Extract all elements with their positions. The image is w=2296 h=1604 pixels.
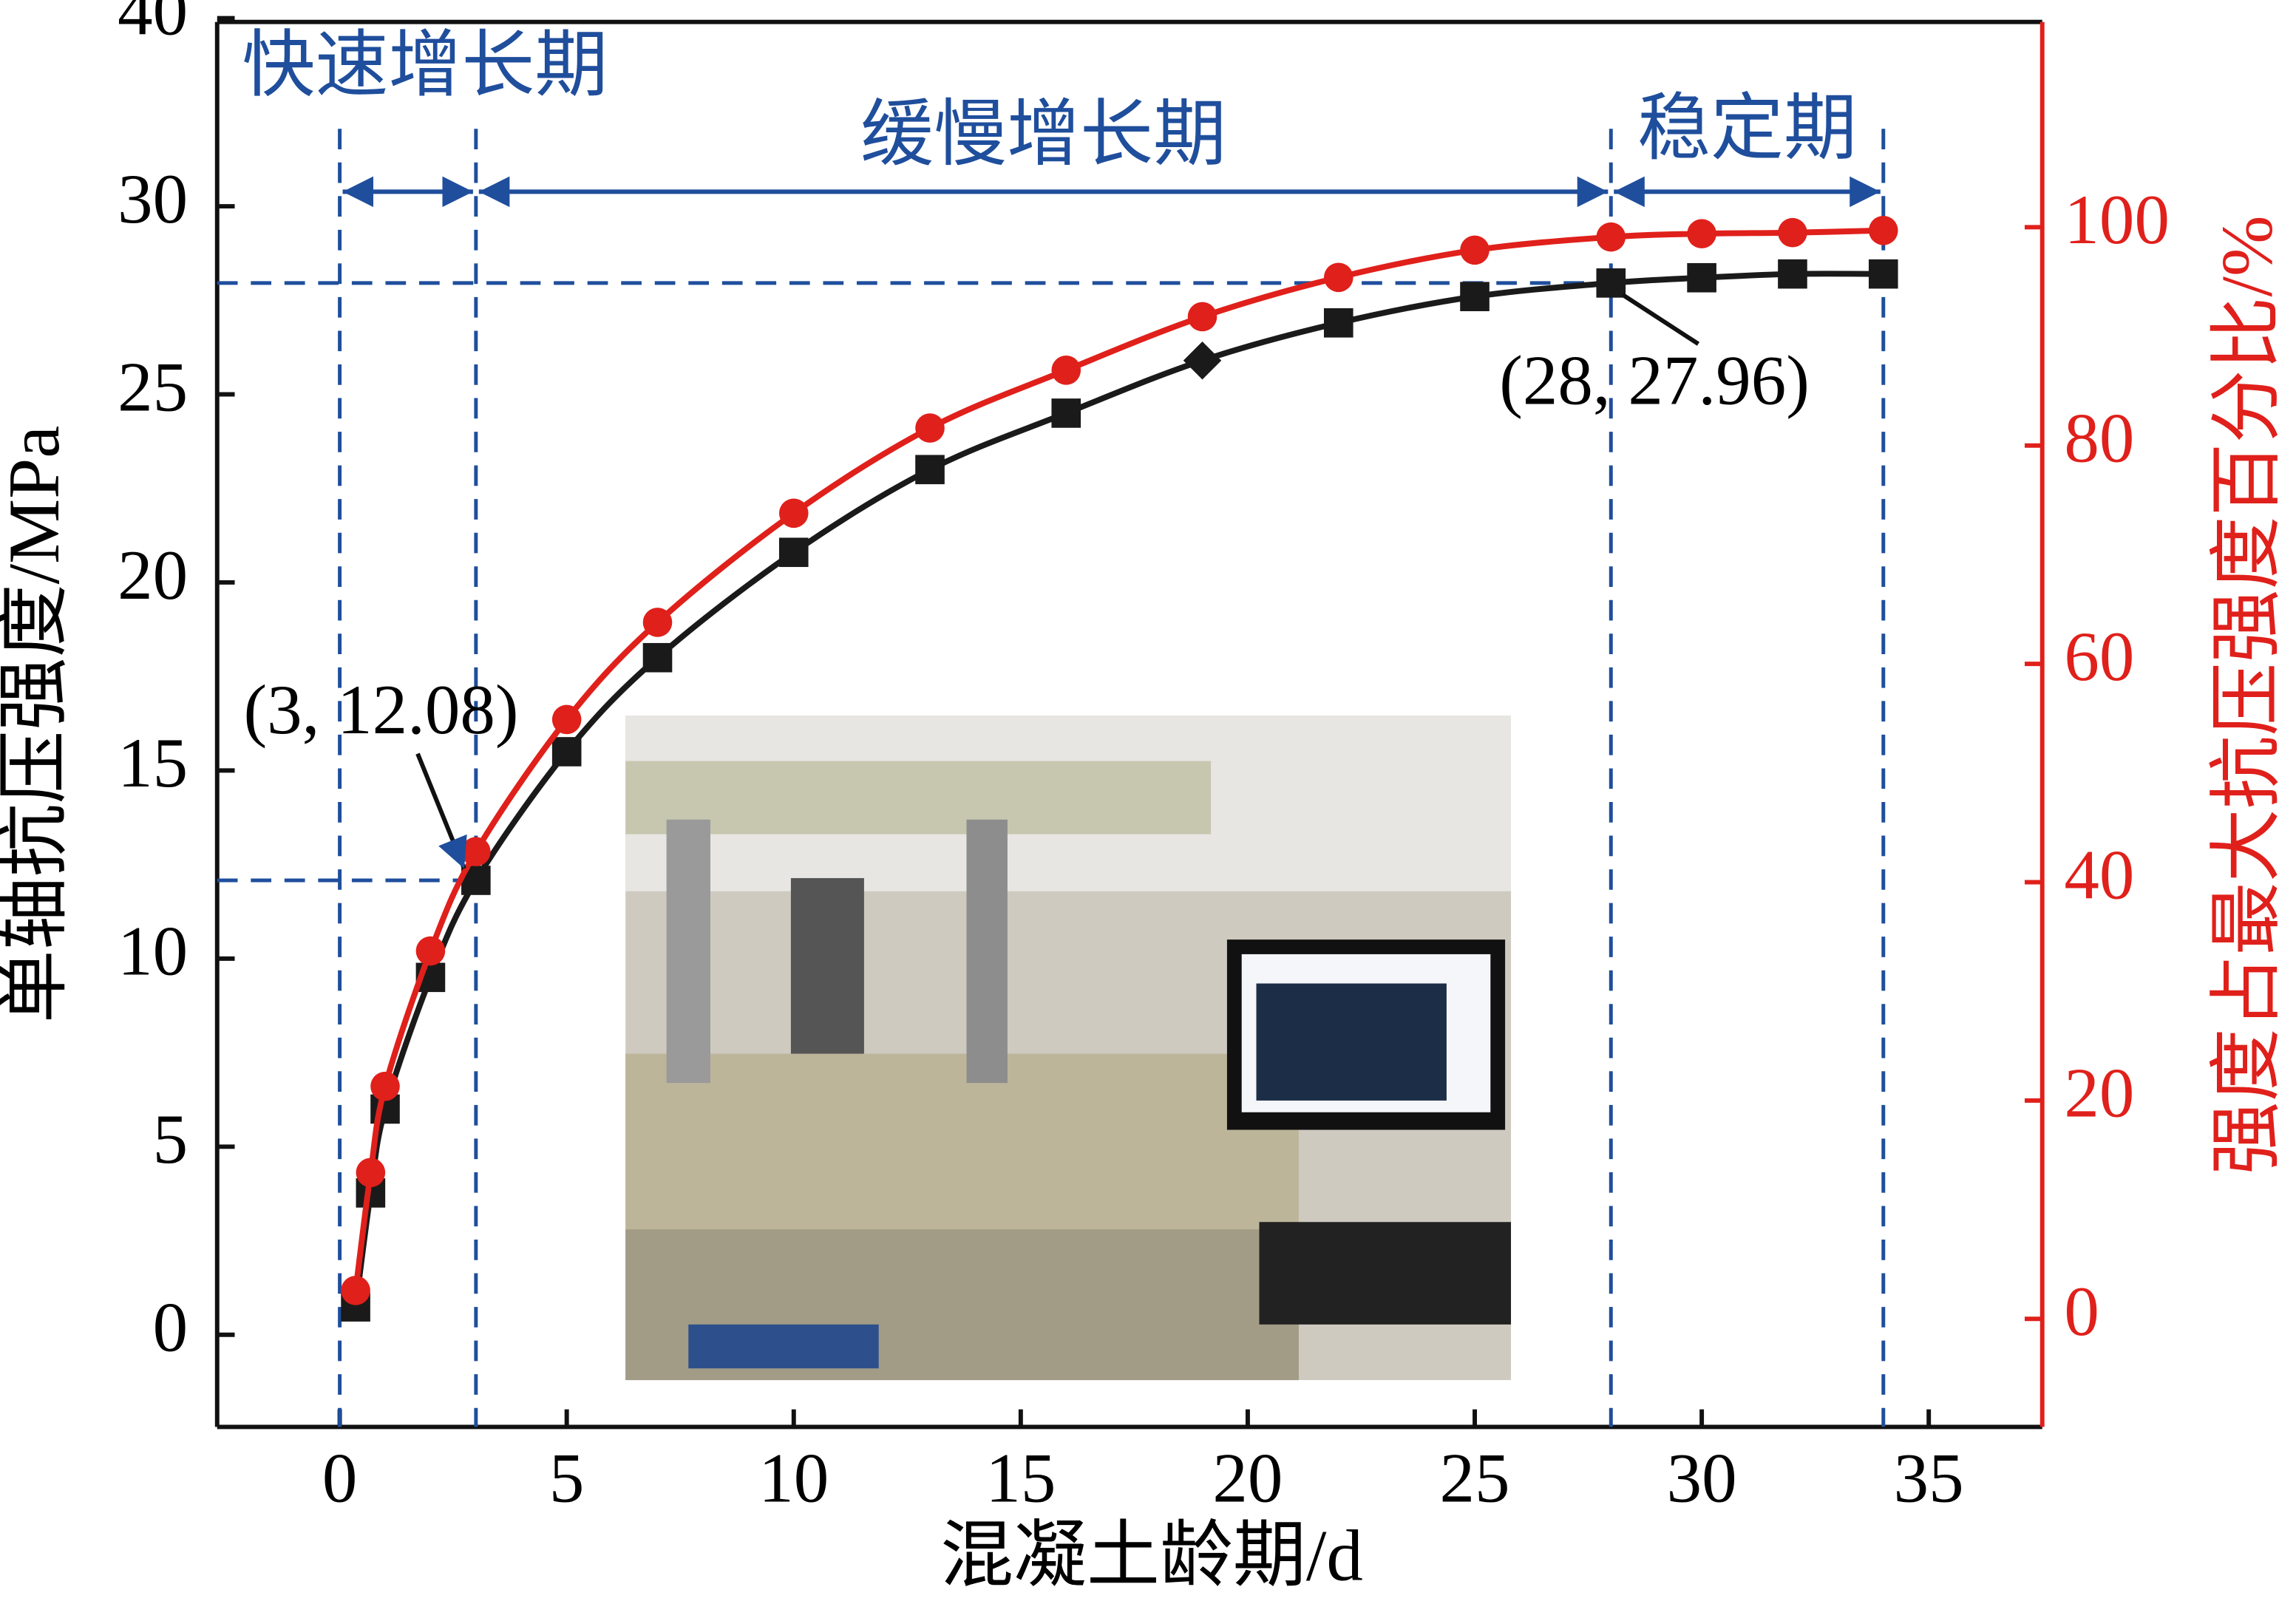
data-point	[1460, 282, 1490, 311]
stage-label: 缓慢增长期	[860, 95, 1226, 175]
data-point	[370, 1071, 400, 1101]
data-point	[1687, 262, 1716, 293]
data-point	[915, 413, 945, 443]
photo-inset	[625, 716, 1512, 1381]
data-point	[642, 608, 673, 637]
y-tick-label: 25	[118, 347, 188, 426]
y-tick-label: 20	[118, 536, 188, 614]
y2-tick-label: 0	[2064, 1272, 2099, 1350]
data-point	[1051, 398, 1081, 428]
data-point	[415, 936, 446, 966]
stage-label: 快速增长期	[242, 26, 608, 106]
annotation: (28, 27.96)	[1499, 341, 1810, 419]
y-tick-label: 30	[118, 160, 188, 238]
x-tick-label: 35	[1894, 1438, 1964, 1517]
data-point	[1323, 262, 1354, 293]
x-tick-label: 15	[985, 1438, 1056, 1517]
y-tick-label: 0	[153, 1288, 188, 1367]
data-point	[778, 537, 809, 568]
data-point	[1596, 222, 1626, 252]
y-axis-label: 单轴抗压强度/MPa	[0, 426, 75, 1023]
x-tick-label: 20	[1212, 1438, 1283, 1517]
y-tick-label: 10	[118, 912, 188, 990]
data-point	[1596, 268, 1626, 298]
x-tick-label: 5	[549, 1438, 585, 1517]
data-point	[341, 1276, 370, 1305]
y2-tick-label: 80	[2064, 399, 2134, 478]
annotation-arrow	[1621, 293, 1700, 346]
y-tick-label: 40	[118, 0, 188, 50]
data-point	[1460, 235, 1490, 265]
annotation-arrow	[415, 752, 467, 870]
y-tick-label: 15	[118, 724, 188, 802]
y2-tick-label: 60	[2064, 617, 2134, 696]
annotation: (3, 12.08)	[243, 670, 518, 749]
y2-tick-label: 100	[2064, 180, 2170, 259]
stage-label: 稳定期	[1637, 89, 1857, 169]
x-tick-label: 0	[322, 1438, 358, 1517]
data-point	[1868, 259, 1898, 289]
data-point	[1187, 302, 1217, 332]
x-tick-label: 30	[1667, 1438, 1737, 1517]
y-tick-label: 5	[153, 1100, 188, 1178]
y2-tick-label: 20	[2064, 1054, 2134, 1132]
data-point	[461, 837, 491, 866]
data-point	[1778, 259, 1807, 289]
data-point	[1051, 356, 1081, 385]
data-point	[1778, 217, 1807, 248]
data-point	[778, 498, 809, 529]
data-point	[642, 642, 673, 673]
data-point	[1183, 341, 1222, 380]
data-point	[551, 737, 582, 767]
x-axis-label: 混凝土龄期/d	[940, 1515, 1363, 1596]
data-point	[1687, 219, 1716, 249]
data-point	[1868, 215, 1898, 245]
data-point	[551, 704, 582, 735]
data-point	[356, 1158, 386, 1188]
x-tick-label: 10	[758, 1438, 829, 1517]
y2-tick-label: 40	[2064, 835, 2134, 914]
data-point	[915, 455, 945, 485]
x-tick-label: 25	[1440, 1438, 1510, 1517]
y2-axis-label: 强度占最大抗压强度百分比/%	[2207, 216, 2288, 1175]
data-point	[1323, 308, 1354, 338]
